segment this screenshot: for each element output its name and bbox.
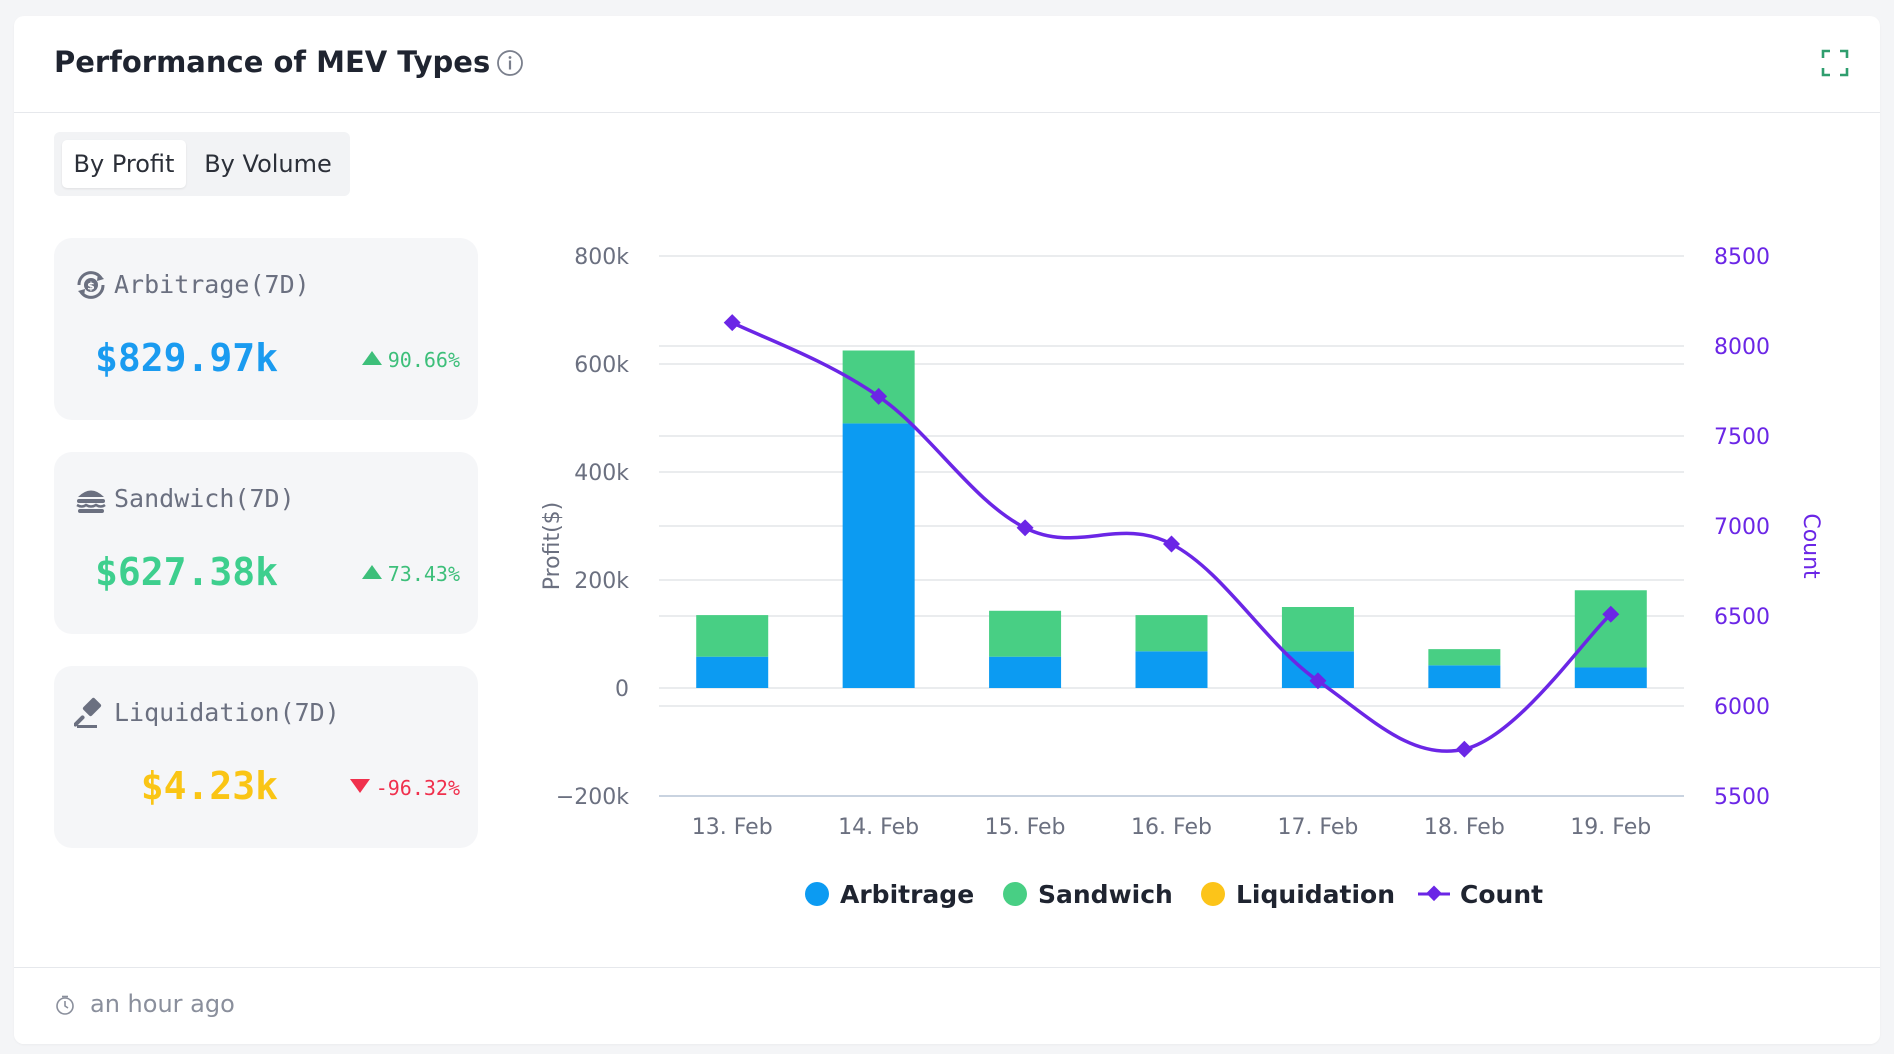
- y-tick-label: 0: [615, 677, 629, 702]
- last-updated: an hour ago: [90, 990, 235, 1018]
- y-tick-label: 400k: [574, 461, 629, 486]
- legend-label: Arbitrage: [840, 880, 974, 909]
- x-tick-label: 18. Feb: [1424, 815, 1505, 840]
- bar-sandwich-6: [1428, 649, 1501, 666]
- trend-down-icon: [349, 779, 370, 793]
- stat-label: Liquidation(7D): [114, 698, 340, 727]
- stat-label: Sandwich(7D): [114, 484, 295, 513]
- y2-tick-label: 6000: [1714, 695, 1770, 720]
- legend-item-liquidation[interactable]: Liquidation: [1201, 880, 1395, 909]
- mev-performance-card: Performance of MEV Types By Profit By Vo…: [14, 16, 1880, 1044]
- stat-change: 90.66%: [361, 348, 460, 372]
- y2-tick-label: 6500: [1714, 605, 1770, 630]
- legend-marker: [1201, 882, 1225, 906]
- bar-sandwich-3: [989, 610, 1062, 657]
- legend-item-sandwich[interactable]: Sandwich: [1003, 880, 1173, 909]
- y2-tick-label: 8500: [1714, 245, 1770, 270]
- bar-sandwich-2: [842, 350, 915, 424]
- stat-card-liquidation: Liquidation(7D) $4.23k -96.32%: [54, 666, 478, 848]
- count-point-3: [1016, 519, 1034, 537]
- bar-sandwich-4: [1135, 615, 1208, 652]
- arbitrage-icon: $: [77, 271, 105, 299]
- y2-tick-label: 8000: [1714, 335, 1770, 360]
- stat-change-value: -96.32%: [375, 776, 460, 800]
- bar-arbitrage-1: [696, 656, 769, 688]
- chart-legend: Arbitrage Sandwich Liquidation Count: [805, 880, 1543, 909]
- x-tick-label: 15. Feb: [985, 815, 1066, 840]
- sandwich-icon: [76, 490, 106, 513]
- bar-arbitrage-7: [1574, 667, 1647, 688]
- count-point-1: [723, 314, 741, 332]
- count-point-7: [1602, 605, 1620, 623]
- stat-value: $4.23k: [140, 764, 278, 808]
- count-point-5: [1309, 672, 1327, 690]
- x-tick-label: 14. Feb: [838, 815, 919, 840]
- x-tick-label: 17. Feb: [1277, 815, 1358, 840]
- bar-sandwich-7: [1574, 590, 1647, 668]
- chart-line: [723, 314, 1620, 758]
- x-tick-label: 16. Feb: [1131, 815, 1212, 840]
- bar-arbitrage-3: [989, 656, 1062, 688]
- legend-item-count[interactable]: Count: [1418, 880, 1543, 909]
- legend-item-arbitrage[interactable]: Arbitrage: [805, 880, 974, 909]
- y-tick-label: 600k: [574, 353, 629, 378]
- view-toggle: By Profit By Volume: [54, 132, 350, 196]
- x-tick-label: 19. Feb: [1570, 815, 1651, 840]
- trend-up-icon: [361, 351, 382, 365]
- stat-value: $627.38k: [94, 550, 278, 594]
- x-tick-label: 13. Feb: [692, 815, 773, 840]
- bar-arbitrage-4: [1135, 651, 1208, 688]
- bar-sandwich-1: [696, 615, 769, 657]
- legend-marker: [805, 882, 829, 906]
- y-tick-label: 800k: [574, 245, 629, 270]
- legend-marker: [1003, 882, 1027, 906]
- y2-tick-label: 7000: [1714, 515, 1770, 540]
- svg-text:$: $: [87, 280, 95, 293]
- count-point-2: [870, 387, 888, 405]
- stat-card-sandwich: Sandwich(7D) $627.38k 73.43%: [54, 452, 478, 634]
- legend-label: Sandwich: [1038, 880, 1173, 909]
- y-axis-label: Profit($): [540, 502, 565, 591]
- stat-change: 73.43%: [361, 562, 460, 586]
- clock-icon: [56, 995, 74, 1015]
- card-header: Performance of MEV Types: [14, 16, 1880, 113]
- stat-change-value: 90.66%: [387, 348, 460, 372]
- stat-card-arbitrage: $ Arbitrage(7D) $829.97k 90.66%: [54, 238, 478, 420]
- y2-tick-label: 7500: [1714, 425, 1770, 450]
- legend-label: Liquidation: [1236, 880, 1395, 909]
- stat-change-value: 73.43%: [387, 562, 460, 586]
- y-tick-label: 200k: [574, 569, 629, 594]
- card-footer: an hour ago: [14, 967, 1880, 1044]
- stat-change: -96.32%: [349, 776, 460, 800]
- by-volume-button[interactable]: By Volume: [204, 150, 332, 178]
- trend-up-icon: [361, 565, 382, 579]
- by-profit-button[interactable]: By Profit: [62, 140, 186, 188]
- mev-chart: 800k 600k 400k 200k 0 −200k 8500 8000 7500 7000 65…: [540, 245, 1823, 909]
- y2-axis-label: Count: [1798, 513, 1823, 579]
- stat-label: Arbitrage(7D): [114, 270, 310, 299]
- stat-value: $829.97k: [94, 336, 278, 380]
- chart-bars: [696, 350, 1647, 688]
- bar-arbitrage-6: [1428, 665, 1501, 688]
- legend-label: Count: [1460, 880, 1543, 909]
- chart-grid: [659, 255, 1684, 797]
- expand-icon[interactable]: [1820, 48, 1850, 78]
- info-icon[interactable]: [495, 48, 525, 78]
- y2-tick-label: 5500: [1714, 785, 1770, 810]
- gavel-icon: [74, 697, 102, 728]
- count-point-6: [1455, 740, 1473, 758]
- bar-sandwich-5: [1281, 607, 1354, 652]
- bar-arbitrage-2: [842, 423, 915, 688]
- page-title: Performance of MEV Types: [54, 45, 491, 79]
- y-tick-label: −200k: [556, 785, 629, 810]
- chart-axes: 800k 600k 400k 200k 0 −200k 8500 8000 7500 7000 65…: [556, 245, 1770, 840]
- legend-marker: [1426, 885, 1442, 902]
- count-point-4: [1163, 535, 1180, 553]
